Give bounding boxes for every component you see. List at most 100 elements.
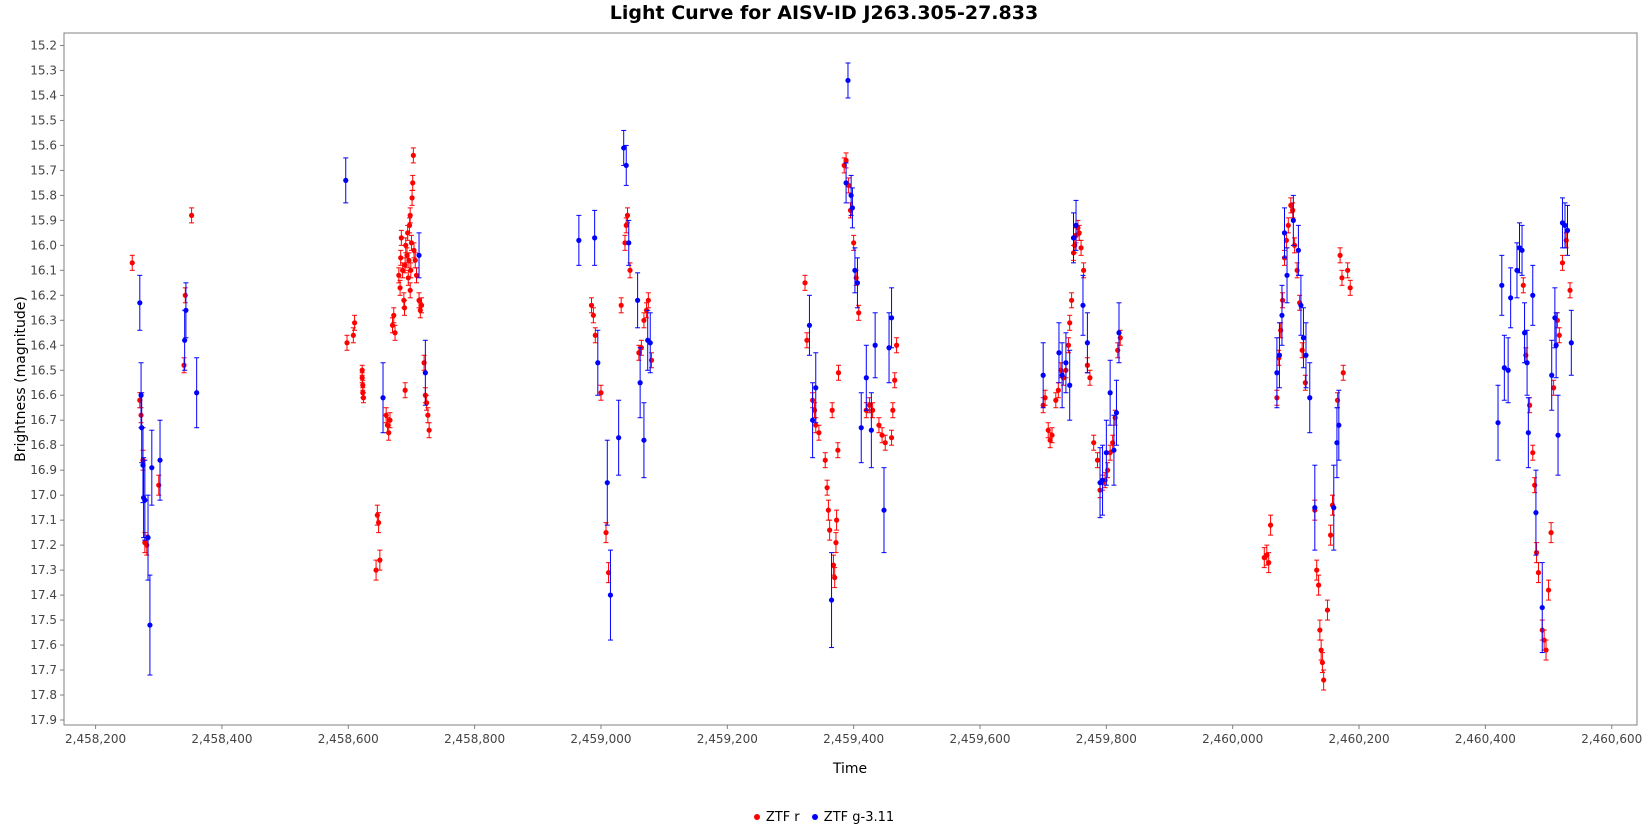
data-point: [426, 427, 432, 433]
data-point: [854, 280, 861, 286]
data-point: [1295, 247, 1301, 253]
data-point: [595, 360, 601, 366]
data-point: [1523, 352, 1529, 358]
y-tick-label: 15.2: [30, 38, 57, 52]
data-point: [872, 342, 878, 348]
data-point: [409, 195, 415, 201]
x-tick-label: 2,458,800: [444, 732, 505, 746]
data-point: [1543, 647, 1549, 653]
x-tick-label: 2,459,400: [823, 732, 884, 746]
data-point: [421, 360, 427, 366]
y-tick-label: 16.3: [30, 313, 57, 327]
data-point: [416, 252, 422, 258]
legend-label-ztf-g: ZTF g-3.11: [823, 809, 895, 825]
data-point: [1555, 432, 1561, 438]
data-point: [888, 315, 895, 321]
y-tick-label: 16.8: [30, 438, 57, 452]
data-point: [1545, 587, 1552, 593]
data-point: [1514, 267, 1520, 273]
y-tick-label: 16.5: [30, 363, 57, 377]
data-point: [1340, 370, 1346, 376]
data-point: [623, 222, 629, 228]
data-point: [412, 257, 418, 263]
data-point: [1047, 437, 1053, 443]
data-point: [829, 407, 835, 413]
legend-marker-ztf-g: [811, 814, 818, 820]
data-point: [144, 542, 150, 548]
data-point: [182, 292, 188, 298]
data-point: [1508, 295, 1514, 301]
legend-label-ztf-r: ZTF r: [765, 809, 800, 825]
data-point: [1303, 352, 1309, 358]
data-point: [607, 592, 614, 598]
x-tick-label: 2,458,200: [65, 732, 126, 746]
data-point: [1111, 447, 1117, 453]
legend-item-ztf-r: ZTF r: [753, 809, 800, 825]
data-point: [828, 597, 835, 603]
data-point: [1535, 570, 1542, 576]
plot-area: [63, 32, 1638, 726]
y-tick-label: 16.4: [30, 338, 57, 352]
data-point: [387, 417, 393, 423]
data-point: [881, 507, 887, 513]
y-tick-label: 16.6: [30, 388, 57, 402]
y-tick-label: 17.5: [30, 613, 57, 627]
data-point: [849, 205, 855, 211]
data-point: [406, 257, 412, 263]
data-point: [1099, 477, 1106, 483]
x-tick-label: 2,458,600: [318, 732, 379, 746]
data-point: [843, 157, 849, 164]
data-point: [1053, 397, 1059, 403]
y-tick-label: 17.0: [30, 488, 57, 502]
data-point: [627, 267, 633, 273]
data-point: [1117, 335, 1123, 341]
data-point: [605, 570, 612, 576]
y-tick-label: 17.2: [30, 538, 57, 552]
data-point: [351, 320, 358, 326]
data-point: [1562, 222, 1568, 228]
data-point: [1040, 372, 1046, 378]
x-tick-label: 2,458,400: [191, 732, 252, 746]
data-point: [592, 235, 598, 241]
data-point: [1525, 430, 1531, 436]
y-tick-label: 15.7: [30, 163, 57, 177]
data-point: [879, 432, 885, 438]
x-tick-label: 2,459,600: [949, 732, 1010, 746]
data-point: [383, 412, 389, 418]
data-point: [1539, 604, 1545, 611]
data-point: [870, 407, 876, 413]
data-point: [1290, 217, 1296, 223]
data-point: [1345, 267, 1351, 273]
data-point: [816, 430, 822, 436]
data-point: [402, 262, 408, 268]
data-point: [1519, 247, 1525, 253]
data-point: [1280, 297, 1286, 303]
data-point: [181, 362, 187, 368]
data-point: [832, 575, 838, 581]
data-point: [1328, 532, 1334, 538]
y-tick-label: 16.0: [30, 238, 57, 252]
data-point: [882, 440, 888, 446]
data-point: [417, 307, 423, 313]
data-point: [1318, 647, 1324, 653]
data-point: [834, 517, 840, 523]
data-point: [1070, 235, 1077, 241]
data-point: [1532, 482, 1538, 488]
data-point: [604, 480, 610, 486]
data-point: [407, 287, 413, 293]
data-point: [376, 520, 382, 526]
data-point: [182, 337, 188, 343]
data-point: [647, 340, 653, 346]
data-point: [1505, 367, 1511, 373]
data-point: [391, 312, 397, 318]
data-point: [1520, 282, 1526, 288]
data-point: [1067, 320, 1073, 326]
data-point: [396, 272, 402, 278]
data-point: [623, 162, 629, 169]
data-point: [636, 350, 642, 356]
data-point: [1559, 260, 1566, 266]
data-point: [405, 275, 411, 281]
data-point: [156, 482, 162, 488]
data-point: [621, 145, 627, 151]
y-tick-label: 16.2: [30, 288, 57, 302]
